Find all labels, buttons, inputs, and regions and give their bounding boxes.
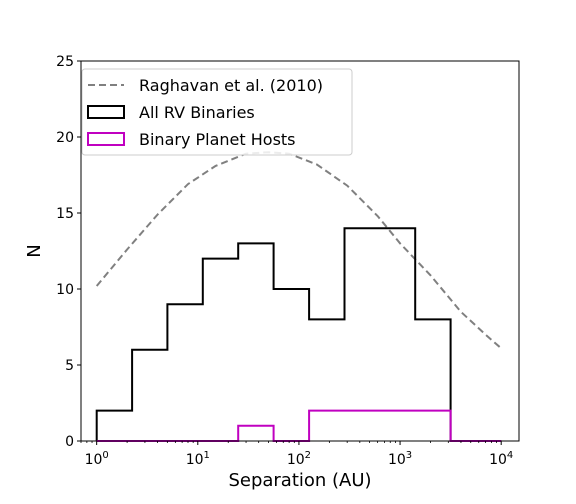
x-axis-label: Separation (AU) [228, 470, 371, 491]
series-curve-0 [95, 151, 502, 350]
legend: Raghavan et al. (2010) All RV Binaries Bin… [81, 68, 353, 156]
x-tick-label-1: 101 [186, 450, 210, 468]
x-axis: 100 101 102 103 104 [80, 441, 513, 468]
y-tick-label-2: 10 [56, 282, 74, 298]
legend-label-0: Raghavan et al. (2010) [139, 76, 323, 95]
legend-label-1: All RV Binaries [139, 103, 255, 122]
x-tick-label-3: 103 [388, 450, 412, 468]
series-step-2 [96, 409, 502, 442]
y-axis-label: N [24, 244, 45, 257]
plot-frame [80, 60, 520, 442]
y-tick-label-5: 25 [56, 54, 74, 70]
legend-swatch-1 [87, 105, 125, 119]
plot-content [95, 151, 502, 442]
x-tick-label-4: 104 [489, 450, 513, 468]
legend-label-2: Binary Planet Hosts [139, 130, 296, 149]
legend-box [81, 68, 353, 156]
legend-swatch-2 [87, 132, 125, 146]
y-axis: 0 5 10 15 20 25 [56, 54, 81, 450]
y-tick-label-1: 5 [65, 358, 74, 374]
y-tick-label-3: 15 [56, 206, 74, 222]
y-tick-label-4: 20 [56, 130, 74, 146]
x-tick-label-2: 102 [287, 450, 311, 468]
x-tick-label-0: 100 [85, 450, 109, 468]
y-tick-label-0: 0 [65, 434, 74, 450]
series-step-1 [95, 227, 502, 442]
